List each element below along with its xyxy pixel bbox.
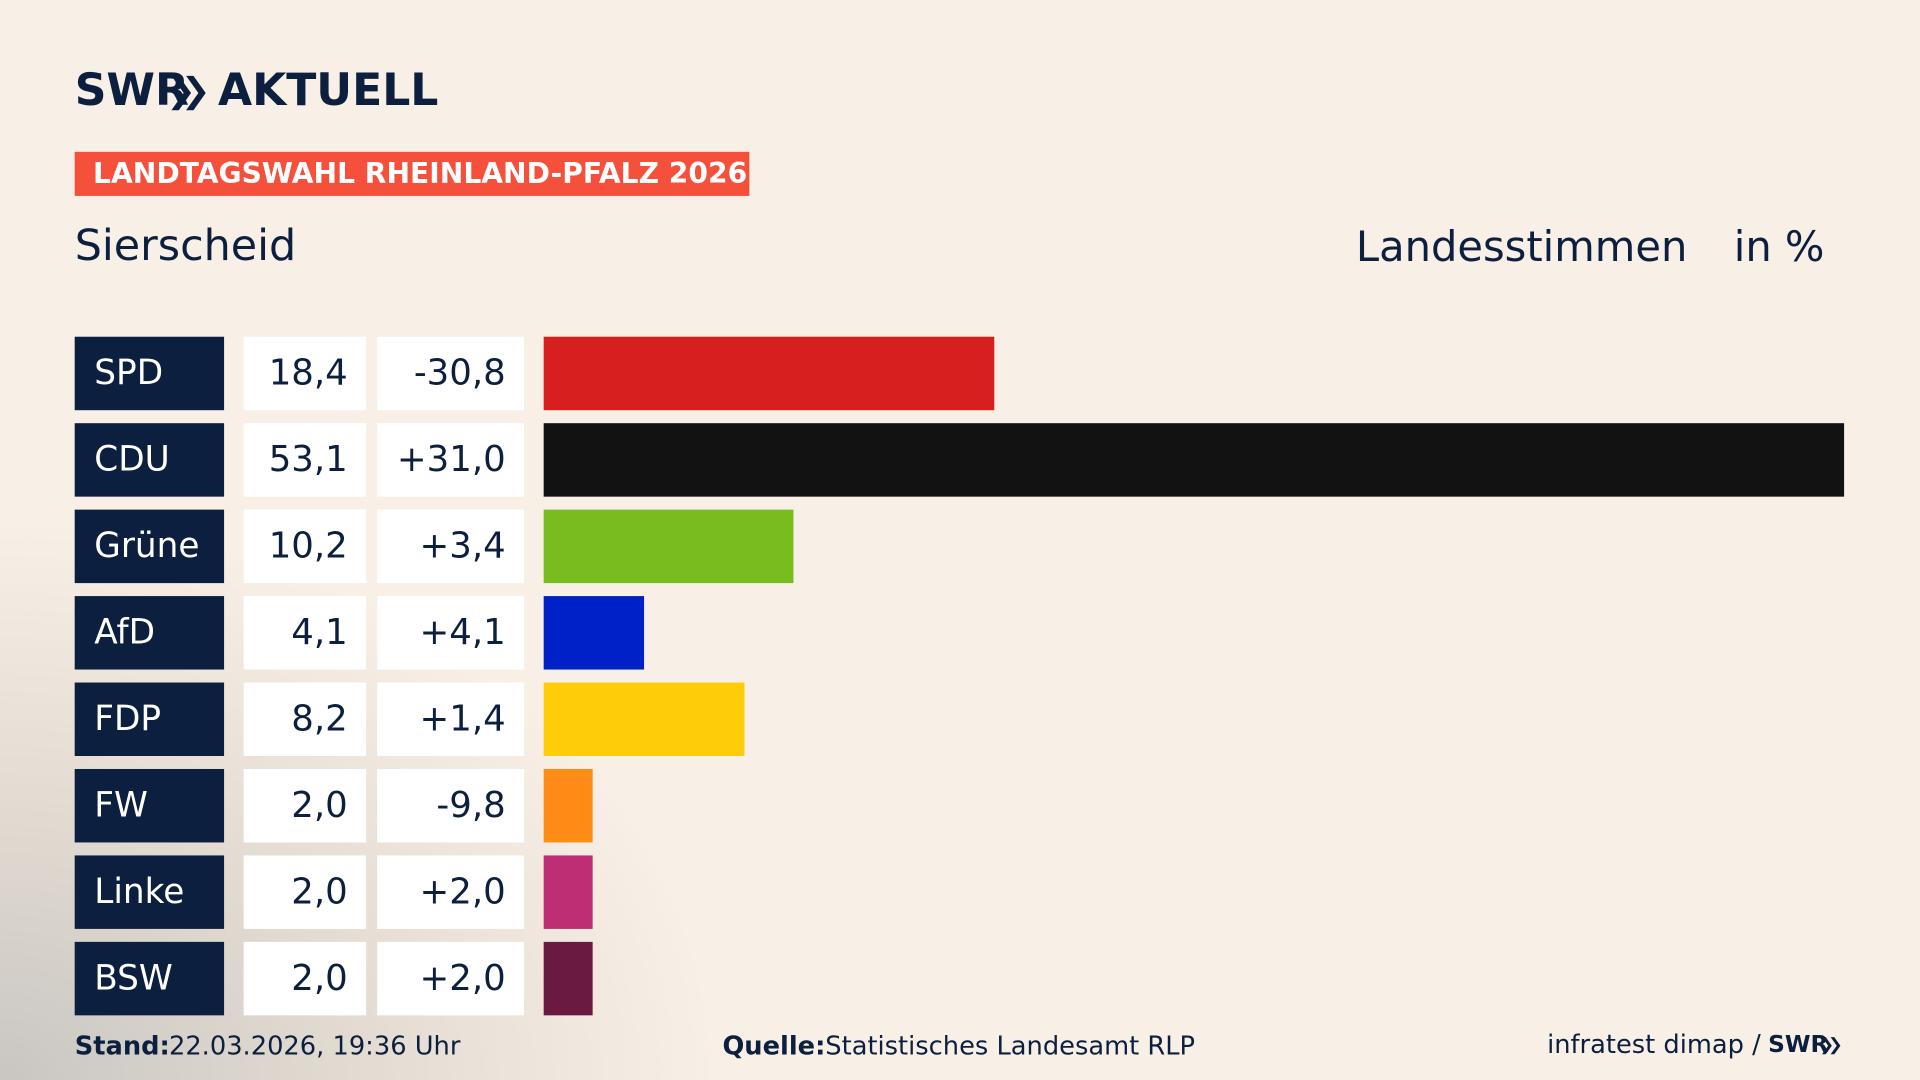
change-label: +1,4 — [420, 698, 506, 739]
party-label: SPD — [94, 353, 163, 393]
value-box — [243, 682, 367, 756]
value-label: 2,0 — [291, 871, 347, 912]
party-box — [74, 596, 225, 670]
footer-brand: SWR — [1768, 1031, 1828, 1058]
change-label: -9,8 — [436, 785, 505, 826]
footer-chevrons — [1822, 1037, 1841, 1055]
party-box — [74, 682, 225, 756]
value-box — [243, 423, 367, 497]
brand-chevrons — [171, 75, 206, 111]
value-box — [243, 336, 367, 411]
change-box — [377, 941, 525, 1016]
bar — [543, 768, 593, 843]
change-label: +2,0 — [420, 871, 506, 912]
change-box — [377, 509, 525, 584]
value-label: 8,2 — [291, 698, 347, 739]
value-box — [243, 941, 367, 1016]
axis-label: Landesstimmen — [1356, 222, 1687, 271]
bar — [543, 423, 1845, 497]
source-label: Quelle: — [722, 1031, 825, 1061]
value-box — [243, 509, 367, 584]
party-label: CDU — [94, 440, 169, 480]
stand-label: Stand: — [75, 1031, 170, 1061]
change-label: -30,8 — [414, 353, 506, 394]
unit: in % — [1734, 222, 1825, 271]
bar — [543, 336, 995, 411]
bar — [543, 596, 645, 670]
value-label: 4,1 — [291, 612, 347, 653]
party-label: AfD — [94, 613, 155, 653]
value-label: 2,0 — [291, 958, 347, 999]
value-label: 18,4 — [269, 353, 348, 394]
brand-section: AKTUELL — [218, 65, 438, 116]
value-box — [243, 768, 367, 843]
change-box — [377, 596, 525, 670]
value-label: 53,1 — [269, 439, 348, 480]
change-label: +3,4 — [420, 526, 506, 567]
change-box — [377, 768, 525, 843]
change-box — [377, 682, 525, 756]
brand: SWR — [75, 65, 189, 116]
title-bg — [74, 151, 750, 196]
change-label: +4,1 — [420, 612, 506, 653]
change-label: +31,0 — [397, 439, 506, 480]
party-label: Grüne — [94, 526, 199, 566]
party-label: Linke — [94, 872, 184, 912]
party-box — [74, 768, 225, 843]
subtitle: Sierscheid — [75, 221, 297, 271]
source: Statistisches Landesamt RLP — [825, 1031, 1195, 1061]
chart-title: LANDTAGSWAHL RHEINLAND-PFALZ 2026 — [93, 157, 747, 190]
stand: 22.03.2026, 19:36 Uhr — [169, 1031, 461, 1061]
value-label: 10,2 — [269, 526, 348, 567]
party-label: FW — [94, 785, 148, 825]
bar — [543, 941, 593, 1016]
bar — [543, 682, 745, 756]
value-label: 2,0 — [291, 785, 347, 826]
value-box — [243, 855, 367, 929]
party-box — [74, 941, 225, 1016]
value-box — [243, 596, 367, 670]
credit: infratest dimap / — [1547, 1030, 1761, 1060]
party-label: BSW — [94, 958, 173, 998]
change-label: +2,0 — [420, 958, 506, 999]
change-box — [377, 423, 525, 497]
bar — [543, 855, 593, 929]
party-box — [74, 855, 225, 929]
party-box — [74, 423, 225, 497]
bar — [543, 509, 794, 584]
party-box — [74, 336, 225, 411]
party-label: FDP — [94, 699, 161, 739]
change-box — [377, 855, 525, 929]
change-box — [377, 336, 525, 411]
party-box — [74, 509, 225, 584]
